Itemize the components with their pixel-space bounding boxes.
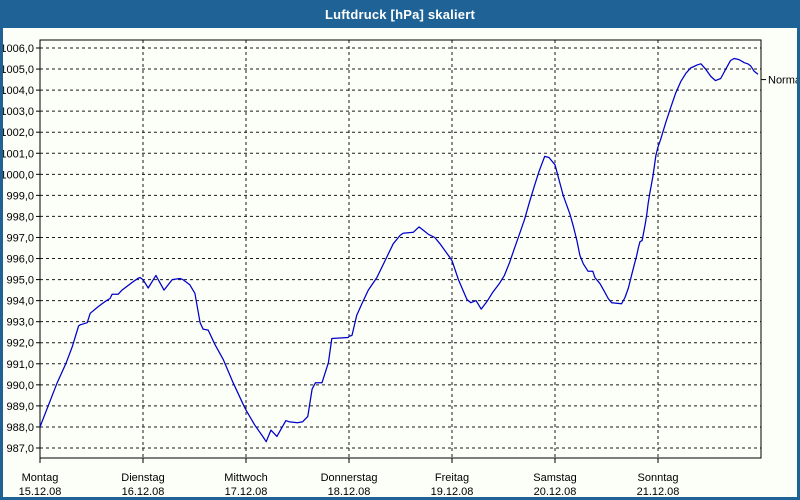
y-tick-label: 997,0 — [6, 232, 34, 244]
day-name-label: Sonntag — [638, 472, 679, 484]
y-tick-label: 987,0 — [6, 443, 34, 455]
y-tick-label: 994,0 — [6, 296, 34, 308]
pressure-chart: 1006,0 1005,0 1004,0 1003,0 1002,0 1001,0 1000… — [0, 39, 800, 498]
y-tick-label: 991,0 — [6, 359, 34, 371]
y-tick-label: 990,0 — [6, 380, 34, 392]
day-date-label: 17.12.08 — [225, 486, 268, 498]
window-titlebar: Luftdruck [hPa] skaliert — [0, 0, 800, 28]
day-date-label: 15.12.08 — [19, 486, 62, 498]
y-tick-label: 1005,0 — [0, 64, 34, 76]
y-tick-label: 998,0 — [6, 211, 34, 223]
normal-label: Normal — [768, 75, 800, 87]
y-tick-label: 995,0 — [6, 275, 34, 287]
plot-border — [39, 39, 762, 459]
day-date-label: 21.12.08 — [637, 486, 680, 498]
day-date-label: 20.12.08 — [534, 486, 577, 498]
y-tick-label: 993,0 — [6, 317, 34, 329]
y-tick-label: 996,0 — [6, 254, 34, 266]
window-border-bottom — [0, 497, 800, 500]
gridlines — [40, 40, 761, 458]
day-date-label: 16.12.08 — [122, 486, 165, 498]
y-tick-label: 1006,0 — [0, 43, 34, 55]
day-name-label: Samstag — [533, 472, 576, 484]
day-name-label: Freitag — [435, 472, 469, 484]
pressure-line — [39, 57, 759, 443]
y-tick-label: 1004,0 — [0, 85, 34, 97]
axis-ticks — [36, 39, 762, 463]
day-date-label: 19.12.08 — [431, 486, 474, 498]
y-tick-label: 1002,0 — [0, 127, 34, 139]
y-tick-label: 992,0 — [6, 338, 34, 350]
window-border-right — [797, 28, 800, 500]
y-tick-label: 1001,0 — [0, 148, 34, 160]
y-tick-label: 988,0 — [6, 422, 34, 434]
day-name-label: Montag — [22, 472, 59, 484]
day-date-label: 18.12.08 — [328, 486, 371, 498]
y-tick-label: 989,0 — [6, 401, 34, 413]
window-title: Luftdruck [hPa] skaliert — [325, 6, 475, 22]
window-border-left — [0, 28, 3, 500]
day-name-label: Donnerstag — [321, 472, 378, 484]
day-name-label: Dienstag — [121, 472, 164, 484]
y-tick-label: 1000,0 — [0, 169, 34, 181]
y-tick-label: 1003,0 — [0, 106, 34, 118]
data-series — [39, 57, 759, 443]
y-tick-label: 999,0 — [6, 190, 34, 202]
annotation-normal: Normal — [761, 75, 800, 87]
axis-labels: 1006,0 1005,0 1004,0 1003,0 1002,0 1001,0 1000… — [0, 43, 679, 498]
day-name-label: Mittwoch — [224, 472, 267, 484]
